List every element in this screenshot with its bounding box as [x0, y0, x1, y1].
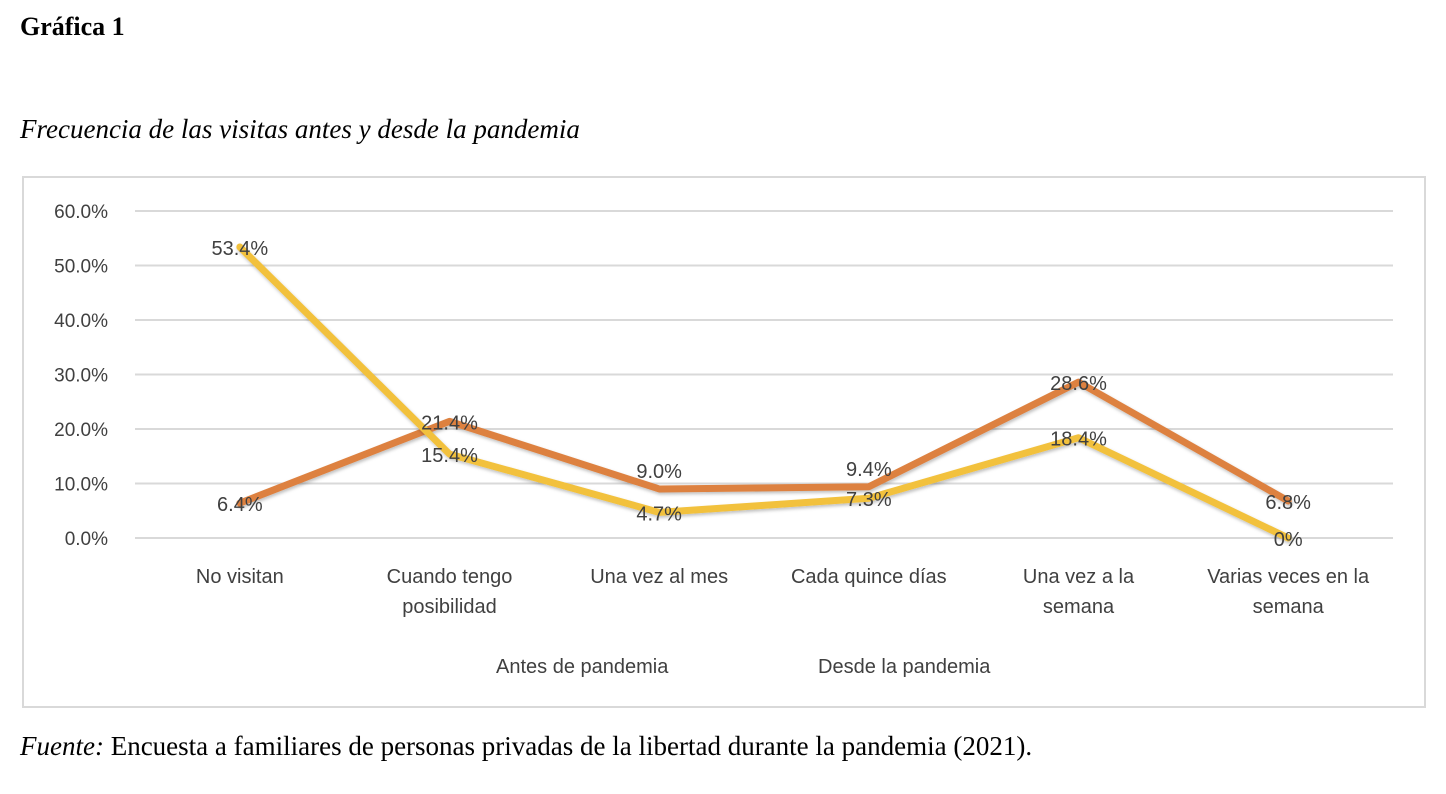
y-tick-label: 0.0% [65, 529, 108, 550]
data-label: 7.3% [846, 489, 892, 511]
figure-label: Gráfica 1 [20, 12, 125, 41]
chart-title: Frecuencia de las visitas antes y desde … [20, 114, 580, 144]
legend-label: Desde la pandemia [818, 656, 991, 678]
series-line-1 [236, 243, 1292, 542]
x-tick-label: Cada quince días [791, 566, 947, 588]
y-tick-label: 30.0% [54, 366, 108, 387]
data-label: 15.4% [421, 445, 478, 467]
data-label: 28.6% [1050, 373, 1107, 395]
data-label: 6.8% [1265, 492, 1311, 514]
legend-label: Antes de pandemia [496, 656, 669, 678]
y-tick-label: 40.0% [54, 311, 108, 332]
x-tick-label: semana [1043, 596, 1115, 618]
y-tick-label: 50.0% [54, 257, 108, 278]
data-label: 9.4% [846, 459, 892, 481]
source-note: Fuente: Encuesta a familiares de persona… [20, 731, 1032, 762]
data-label: 21.4% [421, 412, 478, 434]
series-line-0 [236, 378, 1292, 507]
data-label: 6.4% [217, 494, 263, 516]
x-tick-label: No visitan [196, 566, 284, 588]
x-tick-label: Una vez al mes [590, 566, 728, 588]
x-tick-label: Una vez a la [1023, 566, 1135, 588]
data-label: 53.4% [211, 238, 268, 260]
data-label: 18.4% [1050, 429, 1107, 451]
chart-frame [22, 176, 1426, 708]
x-tick-label: Varias veces en la [1207, 566, 1370, 588]
x-tick-label: posibilidad [402, 596, 497, 618]
data-label: 4.7% [636, 503, 682, 525]
x-tick-label: semana [1253, 596, 1325, 618]
y-tick-label: 20.0% [54, 420, 108, 441]
data-label: 0% [1274, 529, 1303, 551]
source-text: Encuesta a familiares de personas privad… [103, 731, 1033, 761]
y-tick-label: 60.0% [54, 202, 108, 223]
x-tick-label: Cuando tengo [387, 566, 513, 588]
y-tick-label: 10.0% [54, 475, 108, 496]
data-label: 9.0% [636, 461, 682, 483]
source-prefix: Fuente: [20, 731, 104, 761]
